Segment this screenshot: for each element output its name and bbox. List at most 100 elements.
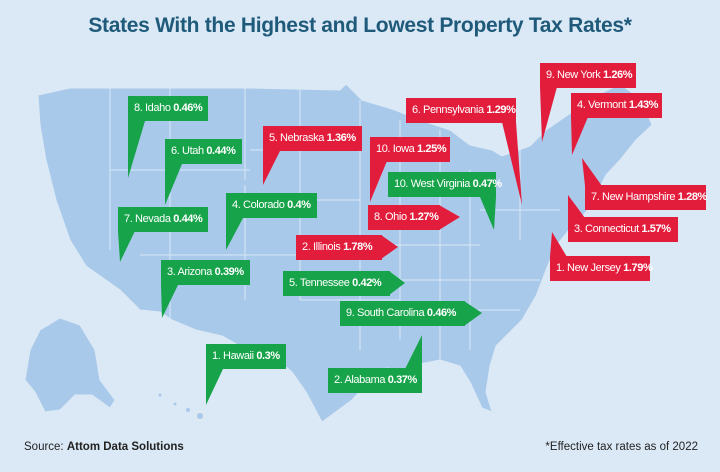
rank: 2. [334,374,343,386]
callout-arizona: 3. Arizona 0.39% [161,260,250,285]
state-name: South Carolina [357,307,425,319]
connecticut-pointer [568,195,585,218]
state-name: New Jersey [567,262,621,274]
callout-iowa: 10. Iowa 1.25% [370,137,450,162]
rank: 9. [546,69,555,81]
rank: 4. [232,199,241,211]
state-name: New Hampshire [602,191,676,203]
rank: 8. [374,211,383,223]
state-name: Pennsylvania [423,104,484,116]
state-name: Utah [182,145,204,157]
rank: 7. [124,213,133,225]
tax-rate: 0.44% [206,145,236,157]
callout-new-jersey: 1. New Jersey 1.79% [550,256,653,281]
tax-rate: 0.37% [387,374,418,386]
rank: 5. [269,132,278,144]
page-title: States With the Highest and Lowest Prope… [88,14,632,37]
callout-nebraska: 5. Nebraska 1.36% [263,126,362,151]
state-name: Illinois [313,241,341,253]
callout-new-york: 9. New York 1.26% [540,63,636,88]
callout-pennsylvania: 6. Pennsylvania 1.29% [406,98,516,123]
callout-utah: 6. Utah 0.44% [165,139,242,164]
state-name: Hawaii [223,350,254,362]
tax-rate: 1.78% [343,241,373,253]
hawaii-island [157,392,163,398]
rank: 6. [412,104,421,116]
state-name: Ohio [385,211,407,223]
vermont-pointer [571,117,588,155]
state-name: Alabama [344,374,386,386]
callout-west-virginia: 10. West Virginia 0.47% [388,172,502,197]
tax-rate: 1.57% [641,223,671,235]
state-name: Nebraska [280,132,324,144]
callout-ohio: 8. Ohio 1.27% [368,205,440,230]
tax-rate: 1.28% [677,191,708,203]
rank: 7. [591,191,600,203]
state-name: New York [557,69,601,81]
alabama-pointer [405,335,422,369]
callout-tails [118,87,602,405]
rank: 9. [346,307,355,319]
illinois-pointer [381,235,398,259]
callout-south-carolina: 9. South Carolina 0.46% [340,301,465,326]
hawaii-pointer [206,369,223,405]
callout-connecticut: 3. Connecticut 1.57% [568,217,678,242]
tax-rate: 0.44% [173,213,203,225]
tax-rate: 0.3% [256,350,280,362]
rank: 1. [212,350,221,362]
rank: 4. [577,99,586,111]
state-name: Arizona [177,266,212,278]
state-name: Nevada [135,213,171,225]
colorado-pointer [226,218,243,250]
callout-tennessee: 5. Tennessee 0.42% [283,271,390,296]
ohio-pointer [439,205,460,230]
tax-rate: 1.79% [623,262,653,274]
rank: 8. [134,102,143,114]
state-name: Iowa [392,143,415,155]
new-hampshire-pointer [582,158,602,186]
new-jersey-pointer [550,232,567,257]
state-name: Idaho [145,102,171,114]
tax-rate: 0.42% [352,277,382,289]
tax-rate: 1.26% [602,69,633,81]
source-label: Source: [24,441,64,453]
tax-rate: 1.43% [628,99,659,111]
arizona-pointer [161,285,178,318]
rank: 2. [302,241,311,253]
rank: 10. [394,178,409,190]
state-name: Colorado [243,199,285,211]
callout-alabama: 2. Alabama 0.37% [328,368,422,393]
footnote: *Effective tax rates as of 2022 [545,441,698,453]
callout-idaho: 8. Idaho 0.46% [128,96,209,121]
rank: 6. [171,145,180,157]
nebraska-pointer [263,151,280,185]
callout-illinois: 2. Illinois 1.78% [296,235,382,260]
tax-rate: 1.27% [409,211,439,223]
idaho-pointer [128,121,145,178]
south-carolina-pointer [464,301,482,326]
new-york-pointer [540,87,557,142]
rank: 3. [574,223,583,235]
state-name: Tennessee [299,277,350,289]
alaska [24,317,116,413]
tennessee-pointer [389,271,405,295]
callout-colorado: 4. Colorado 0.4% [226,193,317,218]
callout-hawaii: 1. Hawaii 0.3% [206,344,286,369]
rank: 10. [376,143,391,155]
hawaii-island [185,407,191,413]
callout-new-hampshire: 7. New Hampshire 1.28% [585,185,708,210]
source-name: Attom Data Solutions [66,441,184,453]
tax-rate: 0.46% [426,307,457,319]
tax-rate: 0.4% [287,199,311,211]
state-name: Vermont [588,99,627,111]
rank: 5. [289,277,298,289]
rank: 3. [167,266,176,278]
tax-rate: 1.36% [326,132,357,144]
source-credit: Source: Attom Data Solutions [24,441,184,453]
west-virginia-pointer [480,197,496,230]
tax-rate: 0.46% [173,102,203,114]
tax-rate: 1.25% [417,143,447,155]
hawaii-island [196,412,204,420]
rank: 1. [556,262,565,274]
callout-vermont: 4. Vermont 1.43% [571,93,662,118]
